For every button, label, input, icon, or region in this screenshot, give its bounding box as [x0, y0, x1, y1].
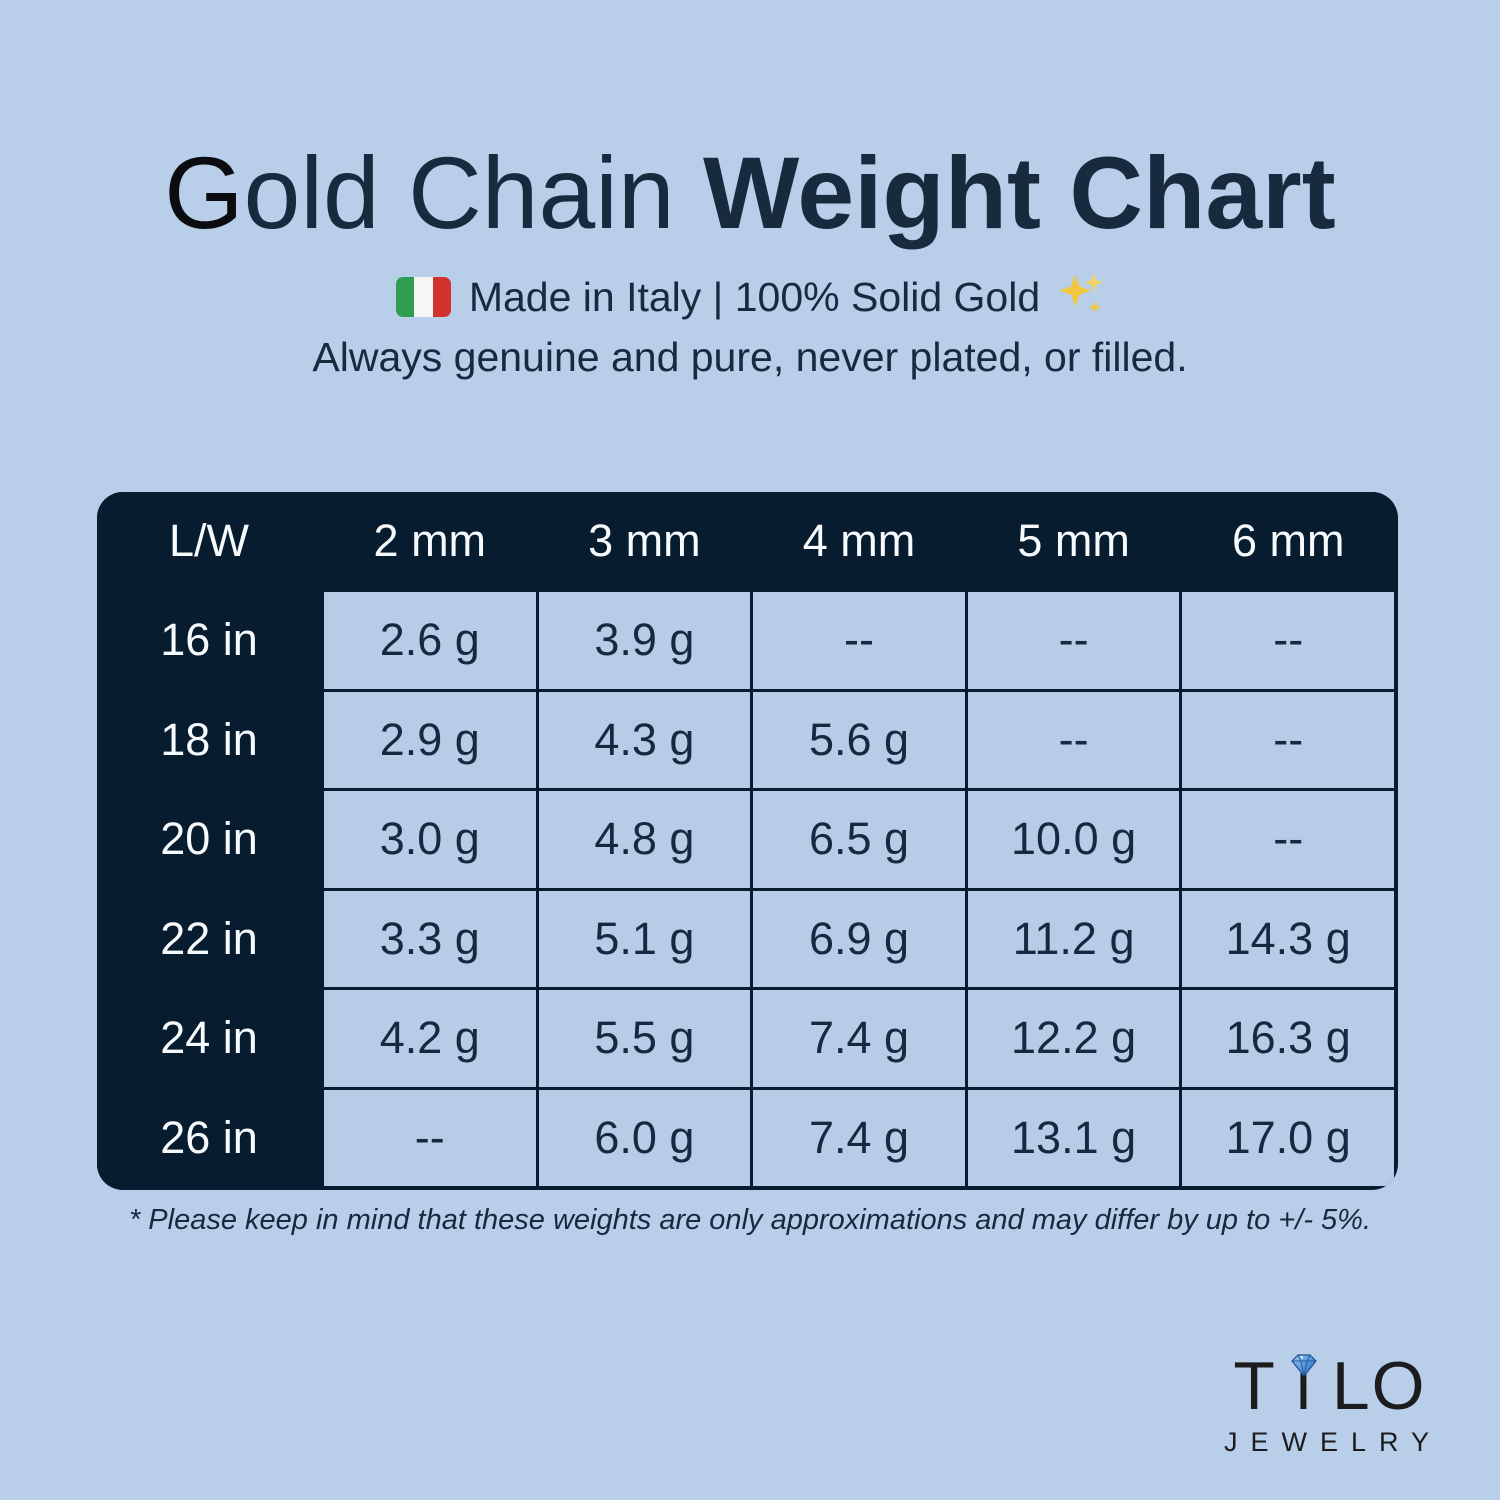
weight-cell-r3c1: 3.0 g	[324, 791, 536, 888]
brand-logo: T ı LO JEWELRY	[1218, 1352, 1442, 1458]
row-label-2: 18 in	[97, 691, 321, 788]
weight-cell-r1c3: --	[753, 592, 965, 689]
sparkles-icon	[1059, 273, 1104, 314]
column-header-4: 5 mm	[967, 492, 1180, 589]
title-bold: Weight Chart	[702, 136, 1336, 250]
weight-cell-r6c1: --	[324, 1089, 536, 1186]
weight-cell-r6c4: 13.1 g	[967, 1089, 1180, 1186]
weight-cell-r2c5: --	[1182, 691, 1394, 788]
weight-cell-r1c1: 2.6 g	[324, 592, 536, 689]
weight-cell-r5c1: 4.2 g	[324, 990, 536, 1087]
weight-cell-r4c1: 3.3 g	[324, 890, 536, 987]
logo-letters-lo: LO	[1331, 1348, 1427, 1424]
logo-letter-t: T	[1233, 1348, 1277, 1424]
weight-cell-r2c2: 4.3 g	[538, 691, 751, 788]
row-label-6: 26 in	[97, 1089, 321, 1186]
diamond-icon	[1291, 1354, 1317, 1377]
weight-cell-r4c5: 14.3 g	[1182, 890, 1394, 987]
column-header-2: 3 mm	[538, 492, 751, 589]
tagline: Always genuine and pure, never plated, o…	[312, 334, 1188, 380]
weight-cell-r5c2: 5.5 g	[538, 990, 751, 1087]
weight-cell-r3c3: 6.5 g	[753, 791, 965, 888]
weight-cell-r3c4: 10.0 g	[967, 791, 1180, 888]
footnote: * Please keep in mind that these weights…	[128, 1204, 1372, 1236]
weight-cell-r5c4: 12.2 g	[967, 990, 1180, 1087]
title-initial-letter: G	[164, 136, 244, 250]
logo-letter-i: ı	[1291, 1352, 1317, 1420]
title-regular: old Chain	[243, 136, 703, 250]
logo-subtext: JEWELRY	[1223, 1427, 1442, 1457]
subtitle-line: Made in Italy | 100% Solid Gold	[0, 271, 1500, 323]
weight-cell-r2c1: 2.9 g	[324, 691, 536, 788]
weight-cell-r1c4: --	[967, 592, 1180, 689]
row-label-1: 16 in	[97, 592, 321, 689]
weight-cell-r6c5: 17.0 g	[1182, 1089, 1394, 1186]
column-header-1: 2 mm	[324, 492, 536, 589]
weight-cell-r5c3: 7.4 g	[753, 990, 965, 1087]
row-label-4: 22 in	[97, 890, 321, 987]
row-label-3: 20 in	[97, 791, 321, 888]
weight-cell-r4c3: 6.9 g	[753, 890, 965, 987]
weight-table: L/W 2 mm 3 mm 4 mm 5 mm 6 mm 16 in 2.6 g 3.9 g --…	[97, 492, 1398, 1190]
page-title: Gold Chain Weight Chart	[0, 136, 1500, 250]
weight-cell-r6c2: 6.0 g	[538, 1089, 751, 1186]
italy-flag-icon	[395, 277, 451, 317]
weight-cell-r3c5: --	[1182, 791, 1394, 888]
weight-cell-r4c2: 5.1 g	[538, 890, 751, 987]
weight-cell-r1c5: --	[1182, 592, 1394, 689]
column-header-3: 4 mm	[753, 492, 965, 589]
weight-cell-r5c5: 16.3 g	[1182, 990, 1394, 1087]
logo-wordmark: T ı LO	[1233, 1352, 1426, 1420]
weight-cell-r2c3: 5.6 g	[753, 691, 965, 788]
weight-cell-r1c2: 3.9 g	[538, 592, 751, 689]
table-corner-label: L/W	[97, 492, 321, 589]
weight-cell-r2c4: --	[967, 691, 1180, 788]
column-header-5: 6 mm	[1182, 492, 1394, 589]
weight-cell-r4c4: 11.2 g	[967, 890, 1180, 987]
row-label-5: 24 in	[97, 990, 321, 1087]
weight-cell-r3c2: 4.8 g	[538, 791, 751, 888]
weight-cell-r6c3: 7.4 g	[753, 1089, 965, 1186]
subtitle-text: Made in Italy | 100% Solid Gold	[468, 273, 1041, 320]
